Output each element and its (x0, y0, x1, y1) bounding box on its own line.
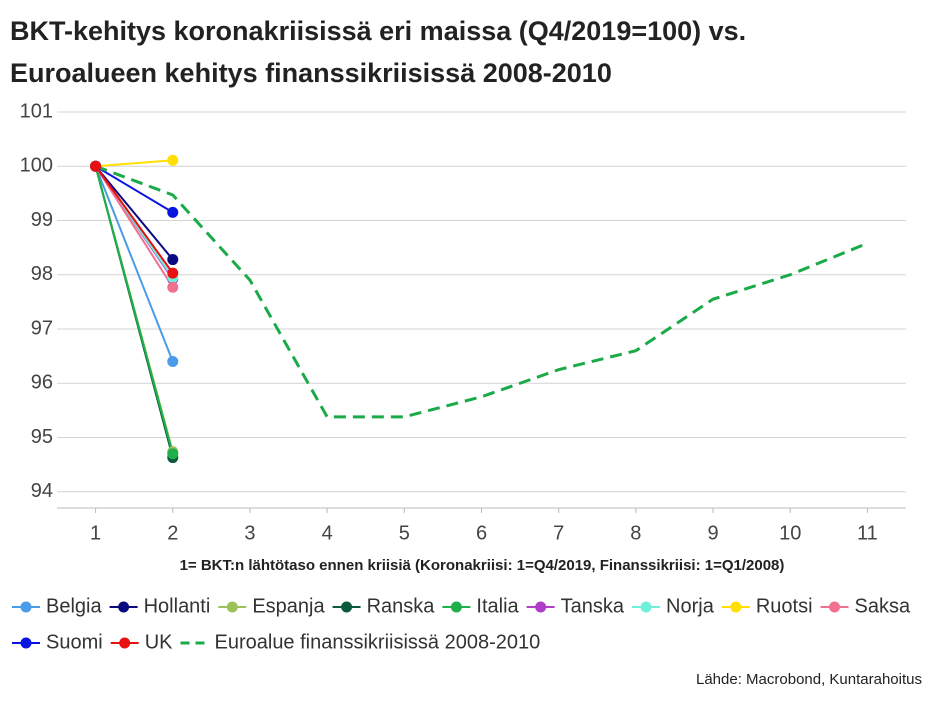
x-tick-label: 11 (857, 522, 878, 544)
series-line (94, 165, 174, 274)
data-point (167, 356, 179, 368)
x-tick-label: 9 (707, 522, 718, 544)
legend-marker (119, 637, 131, 649)
legend-label: Ruotsi (756, 595, 813, 617)
legend-label: Euroalue finanssikriisissä 2008-2010 (215, 631, 541, 653)
series-line (95, 164, 868, 419)
y-tick-label: 96 (31, 372, 53, 394)
y-tick-label: 100 (20, 155, 53, 177)
legend-label: UK (145, 631, 173, 653)
legend-marker (118, 601, 130, 613)
x-tick-label: 8 (630, 522, 641, 544)
legend-label: Belgia (46, 595, 102, 617)
y-tick-label: 94 (31, 480, 53, 502)
legend-marker (20, 637, 32, 649)
legend-label: Tanska (561, 595, 625, 617)
x-tick-label: 2 (167, 522, 178, 544)
x-tick-label: 7 (553, 522, 564, 544)
series-line (95, 159, 173, 168)
legend-marker (226, 601, 238, 613)
legend-marker (341, 601, 353, 613)
x-tick-label: 10 (779, 522, 801, 544)
x-axis-label: 1= BKT:n lähtötaso ennen kriisiä (Korona… (180, 557, 785, 574)
x-tick-label: 6 (476, 522, 487, 544)
legend-label: Norja (666, 595, 715, 617)
legend-label: Ranska (367, 595, 436, 617)
legend-marker (535, 601, 547, 613)
chart-title: Euroalueen kehitys finanssikriisissä 200… (10, 58, 612, 88)
legend-marker (829, 601, 841, 613)
legend-label: Espanja (252, 595, 325, 617)
legend-marker (640, 601, 652, 613)
data-point (167, 254, 179, 266)
x-tick-label: 1 (90, 522, 101, 544)
series-line (94, 165, 174, 288)
x-tick-label: 4 (322, 522, 333, 544)
data-point (167, 281, 179, 293)
legend-label: Italia (476, 595, 519, 617)
legend-label: Saksa (855, 595, 911, 617)
data-point (90, 160, 102, 172)
series-line (94, 165, 174, 362)
x-tick-label: 5 (399, 522, 410, 544)
legend-marker (730, 601, 742, 613)
chart-title: BKT-kehitys koronakriisissä eri maissa (… (10, 16, 746, 46)
legend-marker (20, 601, 32, 613)
series-line (95, 165, 174, 214)
source: Lähde: Macrobond, Kuntarahoitus (696, 671, 922, 688)
y-tick-label: 97 (31, 317, 53, 339)
legend-label: Hollanti (144, 595, 211, 617)
series-line (94, 165, 174, 261)
legend-marker (450, 601, 462, 613)
y-tick-label: 98 (31, 263, 53, 285)
series-line (94, 165, 174, 455)
y-tick-label: 95 (31, 426, 53, 448)
y-tick-label: 99 (31, 209, 53, 231)
legend-label: Suomi (46, 631, 103, 653)
data-point (167, 154, 179, 166)
data-point (167, 267, 179, 279)
data-point (167, 206, 179, 218)
y-tick-label: 101 (20, 100, 53, 122)
data-point (167, 448, 179, 460)
x-tick-label: 3 (244, 522, 255, 544)
